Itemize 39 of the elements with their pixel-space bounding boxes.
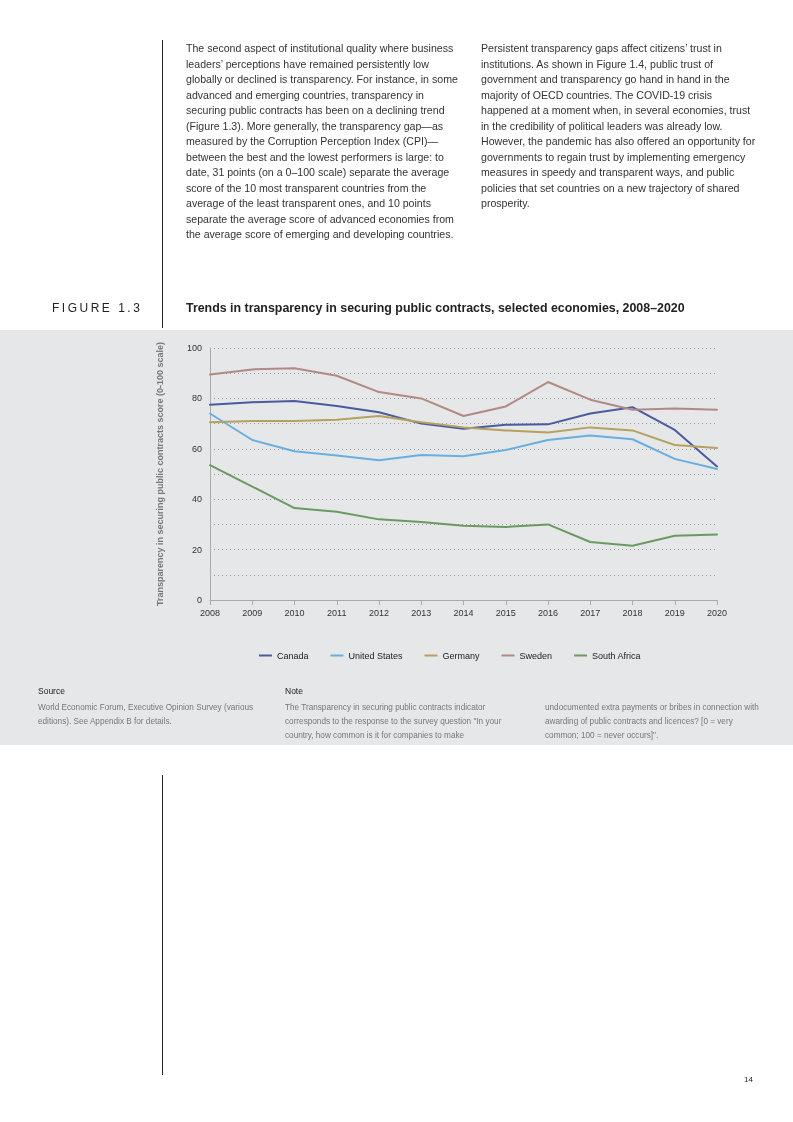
x-tick-label: 2009 bbox=[242, 607, 263, 618]
chart-title: Trends in transparency in securing public contracts, selected economies, 2008–2020 bbox=[186, 301, 685, 315]
text: Note bbox=[285, 686, 303, 696]
line-series bbox=[209, 464, 718, 547]
x-tick-label: 2019 bbox=[664, 607, 685, 618]
x-tick-label: 2017 bbox=[580, 607, 601, 618]
x-tick-label: 2018 bbox=[622, 607, 643, 618]
text: World Economic Forum, Executive Opinion Survey (various editions). See Appendix B for details. bbox=[38, 702, 255, 728]
x-tick-label: 2013 bbox=[411, 607, 432, 618]
x-tick-label: 2014 bbox=[453, 607, 474, 618]
y-tick-label: 100 bbox=[186, 343, 202, 353]
y-axis-title: Transparency in securing public contracts score (0-100 scale) bbox=[154, 341, 165, 607]
legend-label: Germany bbox=[442, 650, 481, 661]
legend-label: United States bbox=[348, 650, 403, 661]
text: The second aspect of institutional quality where business leaders’ perceptions have remained persistently low globally or declined is transparency. For instance, in some advanced and emerging countries, transparency in securing public contracts has been on a declining trend (Figure 1.3). More generally, the transparency gap—as measured by the Corruption Perception Index (CPI)—between the best and the lowest performers is large: to date, 31 points (on a 0–100 scale) separate the average score of the 10 most transparent countries from the average of the least transparent ones, and 10 points separate the average score of advanced economies from the average score of emerging and developing countries. bbox=[186, 42, 458, 240]
text: 14 bbox=[744, 1075, 753, 1084]
x-tick-label: 2012 bbox=[368, 607, 390, 618]
line-series bbox=[209, 415, 718, 450]
x-tick-label: 2016 bbox=[537, 607, 559, 618]
text: The Transparency in securing public contracts indicator corresponds to the response to the survey question "In your country, how common is it for companies to make undocumented extra payments or bribes in connection with awarding of public contracts and licences? [0 = very common; 100 = never occurs]". bbox=[285, 703, 759, 740]
line-series bbox=[209, 399, 718, 468]
text: Source bbox=[38, 686, 65, 696]
line-series bbox=[209, 367, 718, 418]
text: Persistent transparency gaps affect citizens’ trust in institutions. As shown in Figure 1.4, public trust of government and transparency go hand in hand in the majority of OECD countries. The COVID-19 crisis happened at a moment when, in several economies, trust in the credibility of political leaders was already low. However, the pandemic has also offered an opportunity for governments to regain trust by implementing emergency measures in speedy and transparent ways, and public policies that set countries on a new trajectory of shared prosperity. bbox=[481, 42, 756, 209]
x-tick-label: 2010 bbox=[284, 607, 305, 618]
y-tick-label: 80 bbox=[191, 393, 202, 404]
caption: FIGURE 1.3 bbox=[52, 301, 143, 315]
legend-label: Canada bbox=[276, 650, 309, 661]
y-tick-label: 40 bbox=[191, 494, 202, 505]
x-tick-label: 2008 bbox=[199, 607, 221, 618]
x-tick-label: 2020 bbox=[706, 607, 728, 618]
x-tick-label: 2011 bbox=[327, 607, 347, 618]
legend-label: South Africa bbox=[592, 650, 641, 661]
y-tick-label: 60 bbox=[191, 443, 202, 454]
y-tick-label: 0 bbox=[196, 595, 202, 605]
y-tick-label: 20 bbox=[191, 544, 202, 555]
line-series bbox=[209, 412, 718, 470]
x-tick-label: 2015 bbox=[495, 607, 516, 618]
legend-label: Sweden bbox=[519, 650, 553, 661]
